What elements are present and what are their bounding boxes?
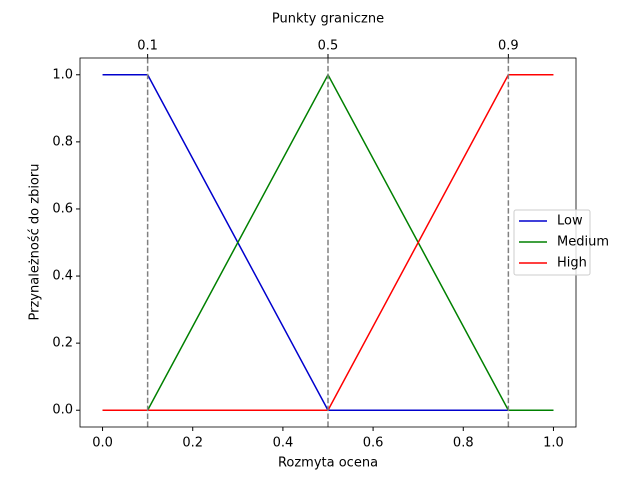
x-tick-label: 0.6 bbox=[363, 436, 384, 451]
y-tick-label: 0.0 bbox=[52, 403, 73, 418]
top-axis-label: Punkty graniczne bbox=[272, 12, 384, 27]
x-tick-label: 0.4 bbox=[273, 436, 294, 451]
y-tick-label: 0.6 bbox=[52, 201, 73, 216]
y-tick-label: 0.8 bbox=[52, 134, 73, 149]
x-tick-label: 1.0 bbox=[543, 436, 564, 451]
x-axis-label: Rozmyta ocena bbox=[278, 456, 378, 471]
y-axis-label: Przynależność do zbioru bbox=[28, 164, 43, 321]
top-tick-label: 0.1 bbox=[137, 39, 158, 54]
y-tick-label: 0.4 bbox=[52, 269, 73, 284]
x-tick-label: 0.0 bbox=[92, 436, 113, 451]
legend-label: Medium bbox=[557, 235, 609, 250]
top-tick-label: 0.9 bbox=[498, 39, 519, 54]
x-tick-label: 0.2 bbox=[182, 436, 203, 451]
legend-label: High bbox=[557, 256, 587, 271]
legend-label: Low bbox=[557, 214, 583, 229]
top-tick-label: 0.5 bbox=[318, 39, 339, 54]
y-tick-label: 1.0 bbox=[52, 67, 73, 82]
y-tick-label: 0.2 bbox=[52, 336, 73, 351]
x-tick-label: 0.8 bbox=[453, 436, 474, 451]
legend-box bbox=[513, 209, 591, 276]
